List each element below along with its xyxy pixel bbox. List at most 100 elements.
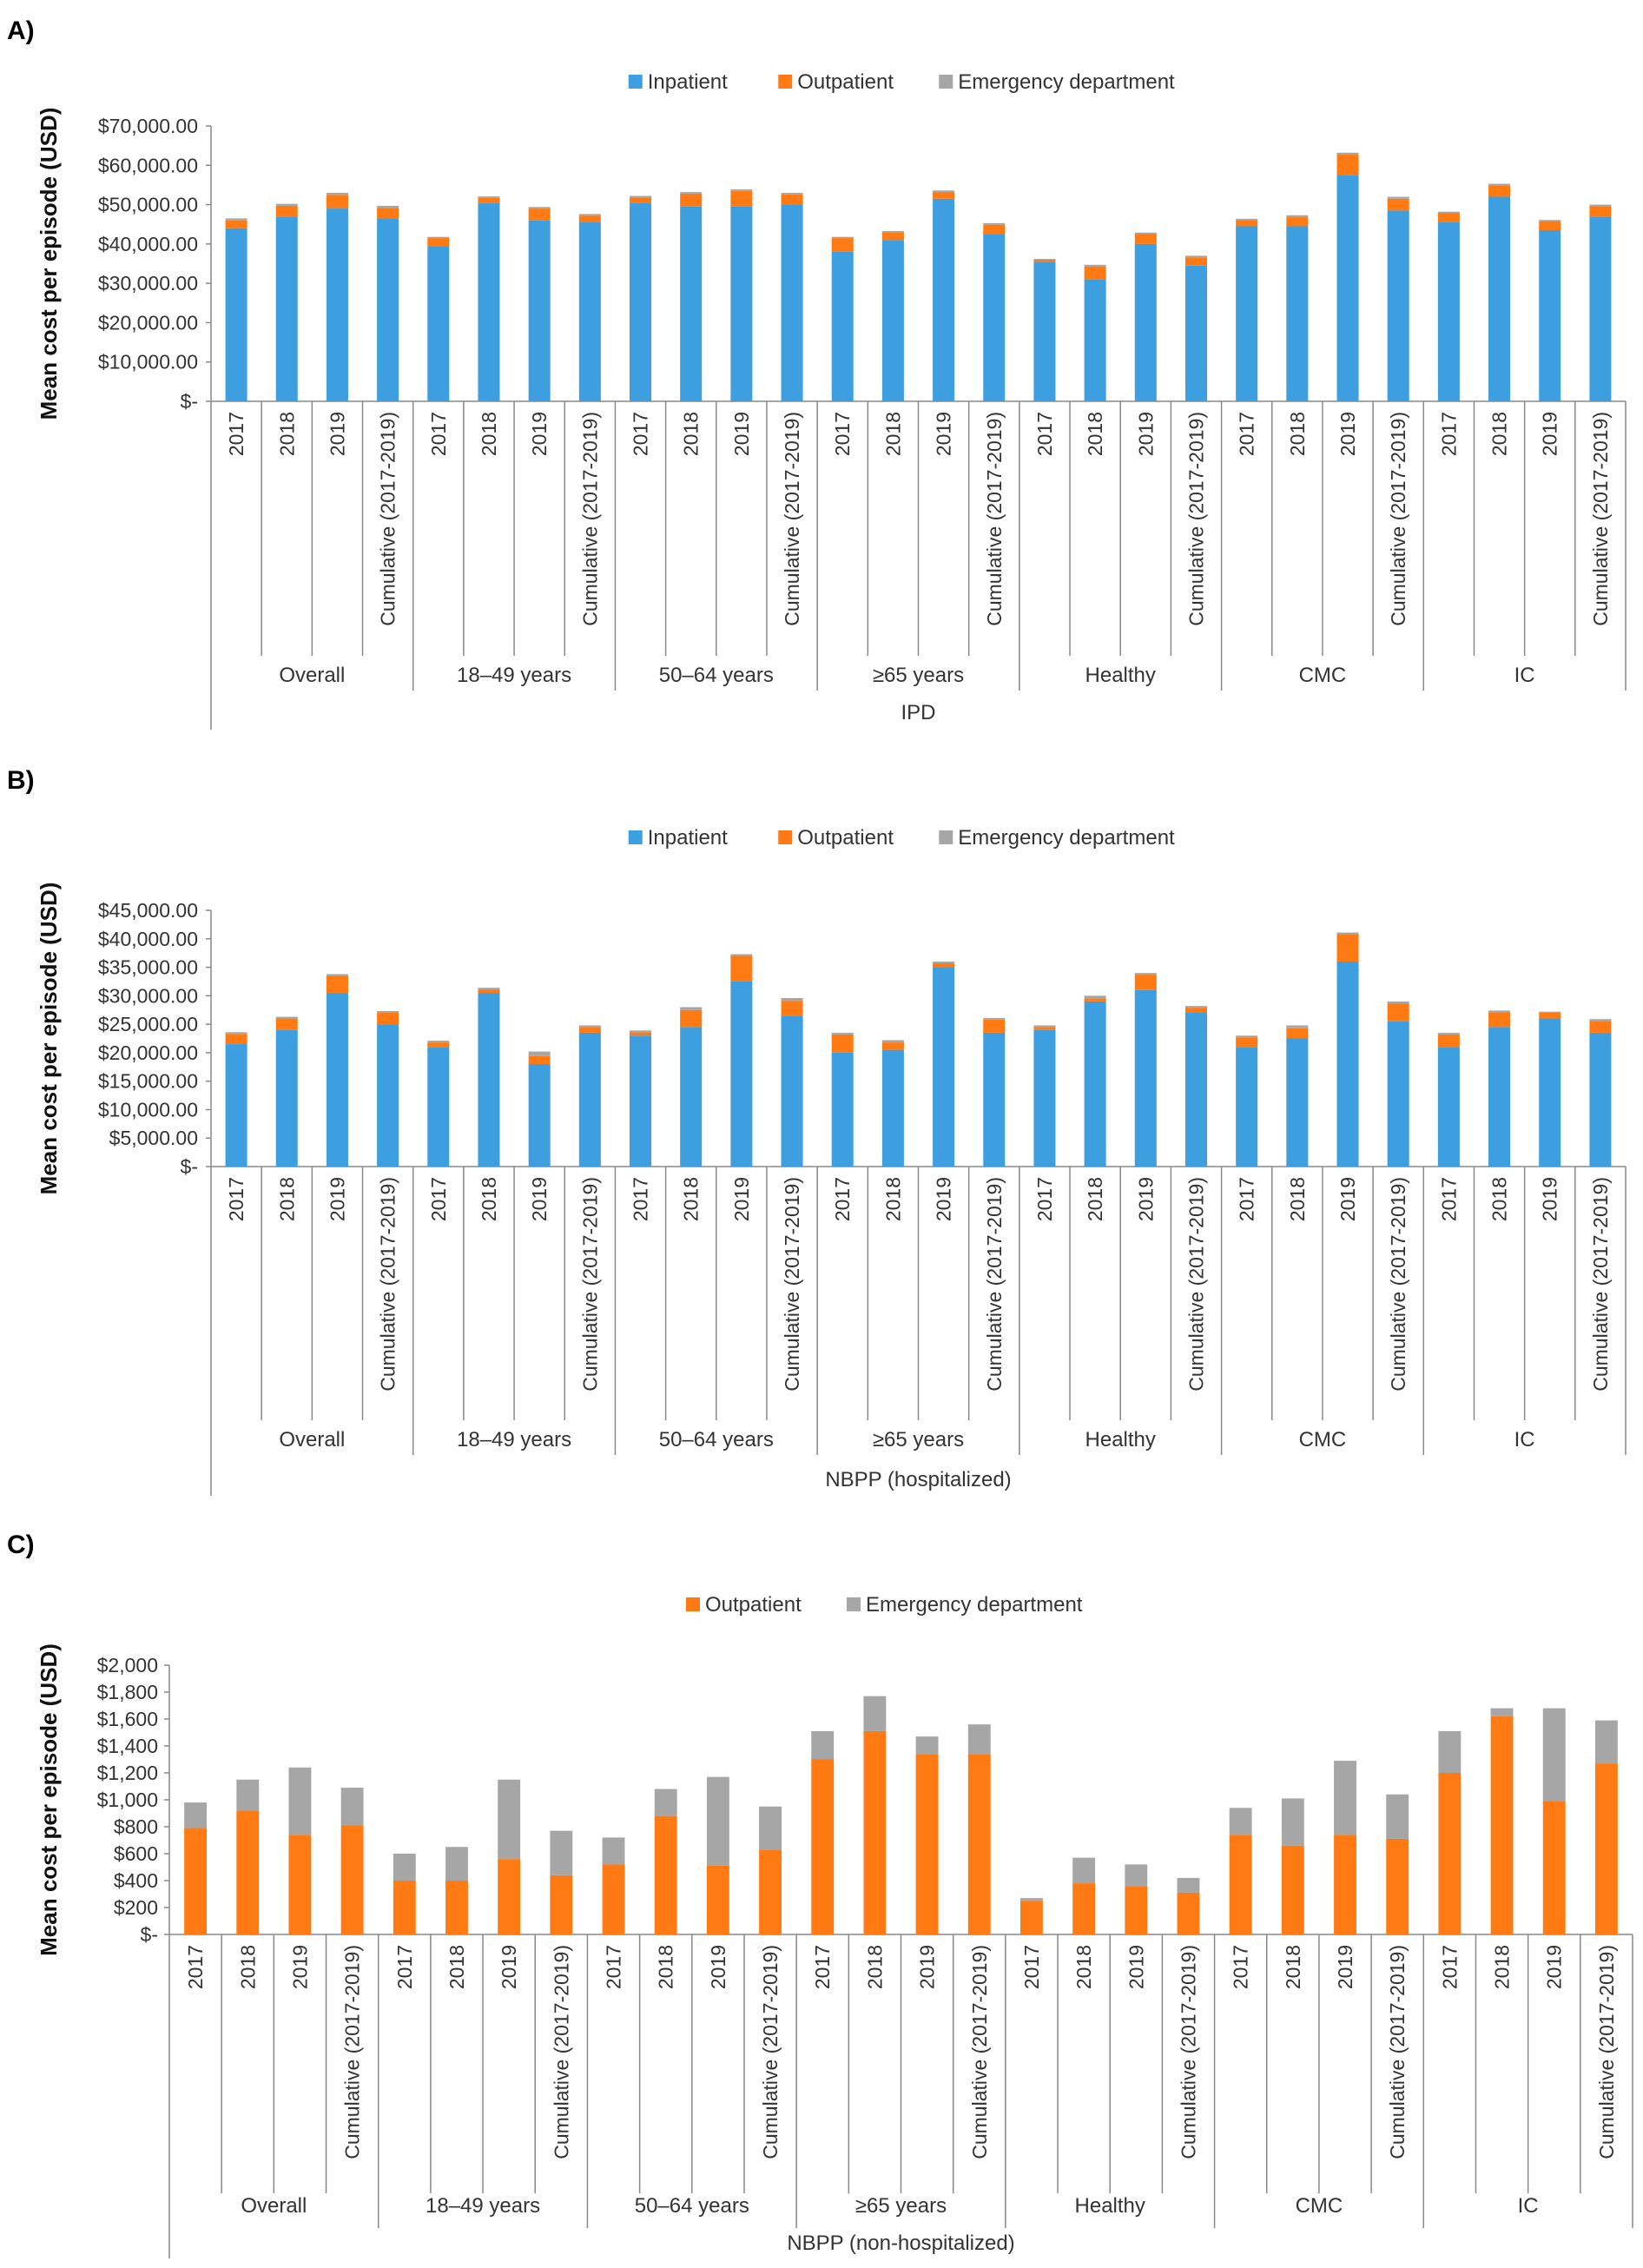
bar-emergency-department: [831, 1032, 854, 1035]
bar-emergency-department: [654, 1789, 677, 1816]
x-category-label: Cumulative (2017-2019): [781, 412, 803, 626]
bar-emergency-department: [478, 988, 500, 990]
bar-emergency-department: [1589, 204, 1612, 207]
x-category-label: Cumulative (2017-2019): [759, 1945, 782, 2159]
chart-title: NBPP (non-hospitalized): [787, 2232, 1014, 2255]
bar-emergency-department: [1286, 215, 1309, 218]
bar-inpatient: [831, 1052, 854, 1167]
x-category-label: 2017: [831, 412, 854, 456]
x-category-label: 2017: [1033, 1177, 1056, 1221]
bar-emergency-department: [1033, 259, 1056, 260]
bar-inpatient: [1336, 962, 1359, 1167]
bar-outpatient: [1033, 259, 1056, 262]
x-category-label: 2018: [881, 1177, 904, 1221]
bar-emergency-department: [427, 236, 450, 239]
y-tick-label: $1,000: [97, 1789, 158, 1811]
bar-emergency-department: [781, 997, 803, 1002]
bar-outpatient: [377, 1013, 399, 1025]
x-category-label: 2018: [478, 1177, 500, 1221]
x-category-label: Cumulative (2017-2019): [1589, 412, 1612, 626]
x-group-label: Healthy: [1085, 1428, 1156, 1451]
x-category-label: 2019: [1539, 1177, 1561, 1221]
bar-outpatient: [1589, 1021, 1612, 1033]
bar-outpatient: [933, 192, 955, 199]
x-category-label: 2017: [630, 412, 652, 456]
y-tick-label: $20,000.00: [98, 311, 198, 334]
x-category-label: 2018: [1072, 1945, 1095, 1989]
x-category-label: 2019: [707, 1945, 729, 1989]
x-group-label: Overall: [241, 2194, 307, 2218]
bar-outpatient: [915, 1754, 939, 1934]
bars: [184, 1696, 1618, 1934]
bar-inpatient: [680, 1027, 703, 1167]
bar-outpatient: [1334, 1835, 1356, 1934]
bar-emergency-department: [630, 195, 652, 198]
x-category-label: 2018: [236, 1945, 259, 1989]
x-category-label: 2018: [1286, 1177, 1309, 1221]
bar-emergency-department: [1084, 995, 1106, 999]
y-tick-label: $800: [114, 1815, 158, 1838]
bar-emergency-department: [326, 974, 348, 976]
bar-emergency-department: [1386, 1794, 1409, 1839]
x-category-label: 2018: [863, 1945, 886, 1989]
x-group-label: CMC: [1299, 664, 1347, 687]
x-category-label: 2019: [1543, 1945, 1566, 1989]
bar-emergency-department: [983, 1017, 1006, 1020]
bar-emergency-department: [427, 1041, 450, 1043]
y-tick-label: $-: [181, 390, 198, 413]
bar-inpatient: [630, 1035, 652, 1167]
bar-inpatient: [377, 1024, 399, 1167]
x-category-label: Cumulative (2017-2019): [377, 412, 399, 626]
bar-emergency-department: [1281, 1798, 1304, 1846]
y-tick-label: $10,000.00: [98, 351, 198, 374]
y-tick-label: $-: [141, 1923, 158, 1946]
x-group-label: IC: [1514, 1428, 1535, 1451]
y-tick-label: $1,800: [97, 1681, 158, 1703]
x-category-label: 2017: [427, 412, 450, 456]
x-group-label: IC: [1514, 664, 1535, 687]
legend-swatch: [939, 830, 953, 844]
x-group-label: 18–49 years: [426, 2194, 540, 2218]
x-group-label: CMC: [1296, 2194, 1343, 2218]
bar-inpatient: [1387, 1021, 1409, 1167]
legend: Inpatient Outpatient Emergency department: [628, 826, 1175, 850]
bar-inpatient: [1236, 226, 1258, 401]
bar-inpatient: [983, 234, 1006, 401]
bar-outpatient: [184, 1828, 208, 1934]
bar-emergency-department: [602, 1837, 625, 1865]
bar-inpatient: [1488, 1027, 1511, 1167]
bar-outpatient: [863, 1730, 887, 1934]
x-group-label: Healthy: [1085, 664, 1156, 687]
x-category-label: 2017: [1437, 1177, 1460, 1221]
y-tick-label: $-: [181, 1155, 198, 1178]
chart-panel-1: A) Inpatient Outpatient Emergency departmen…: [7, 17, 1627, 730]
legend-label: Emergency department: [866, 1593, 1083, 1617]
bar-outpatient: [1542, 1801, 1566, 1934]
bar-emergency-department: [1539, 1011, 1561, 1013]
bar-inpatient: [326, 993, 348, 1167]
legend-swatch: [847, 1597, 861, 1611]
bar-outpatient: [881, 232, 904, 241]
bar-inpatient: [1437, 222, 1460, 401]
bar-emergency-department: [1336, 152, 1359, 155]
bar-outpatient: [498, 1859, 521, 1934]
y-tick-label: $35,000.00: [98, 956, 198, 979]
bar-emergency-department: [811, 1730, 835, 1760]
y-tick-label: $50,000.00: [98, 194, 198, 216]
bar-inpatient: [225, 1044, 247, 1167]
x-category-label: Cumulative (2017-2019): [578, 412, 601, 626]
x-category-label: 2019: [1336, 412, 1359, 456]
legend-swatch: [778, 75, 793, 89]
x-category-label: Cumulative (2017-2019): [1184, 1177, 1207, 1392]
bar-inpatient: [528, 1064, 551, 1167]
bar-outpatient: [225, 1034, 247, 1045]
x-category-label: Cumulative (2017-2019): [1387, 412, 1409, 626]
x-category-label: 2017: [393, 1945, 416, 1989]
bar-inpatient: [1286, 1038, 1309, 1167]
x-group-label: 50–64 years: [635, 2194, 749, 2218]
bar-emergency-department: [1229, 1808, 1252, 1835]
x-category-label: 2018: [1488, 1177, 1511, 1221]
y-tick-label: $1,400: [97, 1735, 158, 1757]
bar-outpatient: [1184, 257, 1207, 266]
bar-outpatient: [781, 194, 803, 205]
